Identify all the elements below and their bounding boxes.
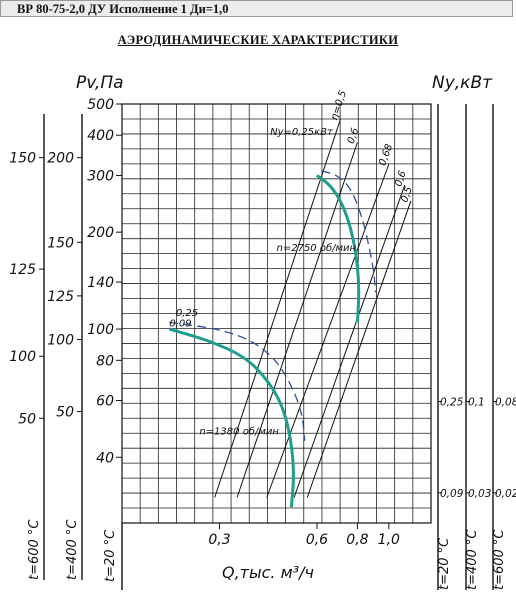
chart-title: АЭРОДИНАМИЧЕСКИЕ ХАРАКТЕРИСТИКИ — [117, 33, 399, 47]
y-tick-label: 500 — [87, 97, 114, 113]
y-tick-label: 80 — [96, 353, 114, 369]
right-temp-label: t=20 °C — [437, 537, 452, 590]
efficiency-ray-label: η=0,5 — [329, 89, 349, 122]
x-tick-label: 0,8 — [346, 532, 368, 548]
y-tick-label: 400 — [87, 128, 114, 144]
chart-annotation: 0,09 — [169, 318, 191, 329]
main-temp-label: t=20 °C — [103, 529, 118, 582]
left-temp-tick-label: 125 — [9, 262, 36, 278]
plot-frame — [121, 103, 432, 524]
pressure-curve — [316, 174, 361, 323]
left-temp-tick-label: 150 — [9, 151, 36, 167]
right-temp-tick-label: 0,1 — [468, 396, 485, 408]
left-temp-tick-label: 125 — [47, 289, 74, 305]
left-temp-tick-label: 100 — [47, 332, 74, 348]
left-temp-tick-label: 150 — [47, 235, 74, 251]
chart-annotation: Nу=0,25кВт — [270, 127, 334, 138]
header-bar: ВР 80-75-2,0 ДУ Исполнение 1 Ди=1,0 — [0, 0, 513, 17]
efficiency-ray-label: 0,5 — [399, 185, 415, 204]
right-temp-tick-label: 0,03 — [468, 488, 491, 500]
left-temp-label: t=400 °C — [65, 519, 80, 580]
annotations: Nу=0,25кВт 0,250,09 n=2750 об/мин n=1380 об… — [169, 127, 356, 437]
y-axis-label: Pv,Па — [76, 73, 124, 93]
efficiency-ray — [266, 164, 390, 498]
left-temp-label: t=600 °C — [27, 519, 42, 580]
performance-curves — [168, 170, 377, 508]
left-temp-tick-label: 100 — [9, 349, 36, 365]
chart-annotation: n=2750 об/мин — [277, 242, 357, 254]
right-temp-tick-label: 0,09 — [440, 488, 464, 500]
x-tick-label: 1,0 — [378, 532, 400, 548]
chart-annotation: n=1380 об/мин — [199, 426, 279, 438]
side-axes: 150 125 100 50 t=600 °C 200 150 125 100 50 t=400 °… — [9, 104, 516, 590]
y-tick-label: 140 — [87, 275, 114, 291]
right-temp-tick-label: 0,08 — [495, 396, 516, 408]
right-temp-tick-label: 0,02 — [495, 488, 516, 500]
tick-labels: 500 400 300 200 140 100 80 60 40 0,3 0,6 0,8 1,0 — [87, 97, 400, 548]
right-temp-tick-label: 0,25 — [440, 396, 464, 408]
efficiency-ray — [306, 200, 412, 498]
x-axis-label: Q,тыс. м³/ч — [222, 563, 314, 582]
pressure-curve — [168, 327, 295, 508]
chart-annotation: 0,25 — [176, 308, 198, 319]
efficiency-ray — [236, 142, 358, 498]
right-temp-label: t=400 °C — [465, 529, 480, 590]
y-tick-label: 40 — [96, 450, 114, 466]
y-tick-label: 60 — [96, 394, 114, 410]
efficiency-ray — [214, 118, 342, 498]
efficiency-ray-label: 0,6 — [393, 169, 409, 188]
power-curve — [169, 321, 306, 441]
right-temp-label: t=600 °C — [492, 529, 507, 590]
efficiency-ray-label: 0,6 — [346, 127, 362, 146]
y-tick-label: 300 — [87, 168, 114, 184]
y-tick-label: 100 — [87, 322, 114, 338]
left-temp-tick-label: 50 — [18, 411, 36, 427]
x-tick-label: 0,6 — [306, 532, 328, 548]
right-axis-label: Nу,кВт — [432, 73, 493, 93]
left-temp-tick-label: 200 — [47, 151, 74, 167]
efficiency-ray — [293, 184, 406, 498]
header-title: ВР 80-75-2,0 ДУ Исполнение 1 Ди=1,0 — [17, 2, 229, 16]
y-tick-label: 200 — [87, 225, 114, 241]
plot-grid — [121, 103, 432, 524]
x-tick-label: 0,3 — [208, 532, 230, 548]
power-curve — [321, 170, 377, 293]
left-temp-tick-label: 50 — [56, 405, 74, 421]
